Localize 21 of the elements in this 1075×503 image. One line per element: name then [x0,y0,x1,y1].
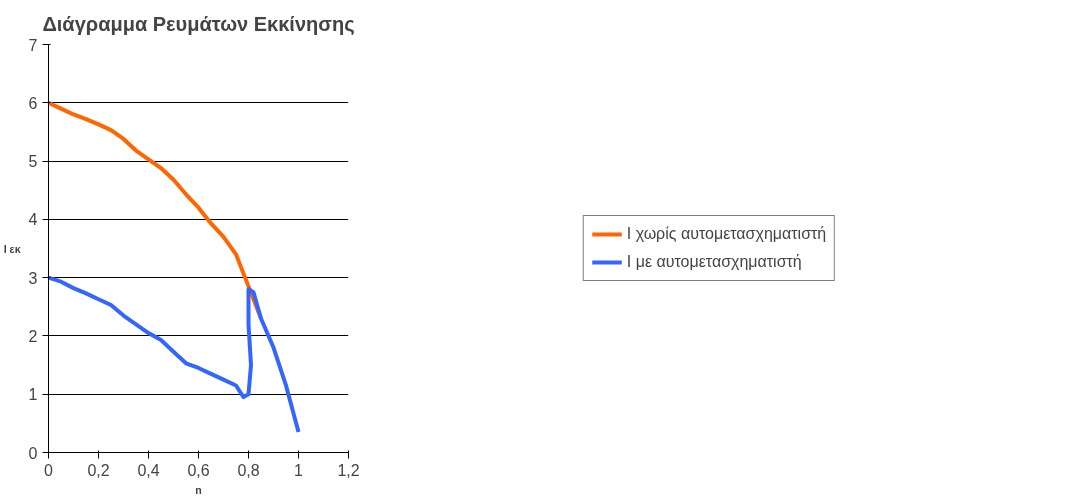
x-tick-label: 0,2 [87,461,110,479]
x-tick-label: 0,6 [187,461,210,479]
x-axis-title: n [195,483,202,496]
y-tick-label: 2 [28,327,38,345]
y-tick-label: 7 [28,36,38,54]
x-tick-label: 0,4 [137,461,160,479]
legend-label: I χωρίς αυτομετασχηματιστή [626,225,827,243]
x-tick-label: 1,2 [337,461,360,479]
y-tick-label: 3 [28,269,38,287]
line-series [48,275,301,435]
y-axis-title: I εκ [3,242,21,255]
legend-label: I με αυτομετασχηματιστή [626,253,802,271]
x-tick-label: 0,8 [237,461,260,479]
y-tick-label: 6 [28,94,38,112]
y-tick-label: 4 [28,211,38,229]
y-tick-label: 1 [28,386,38,404]
x-tick-label: 0 [44,461,54,479]
x-tick-label: 1 [294,461,304,479]
chart-title: Διάγραμμα Ρευμάτων Εκκίνησης [42,12,355,35]
y-tick-label: 0 [28,444,38,462]
y-tick-label: 5 [28,153,38,171]
